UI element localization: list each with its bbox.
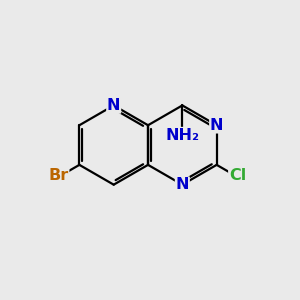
Text: Br: Br xyxy=(48,168,69,183)
Text: N: N xyxy=(176,177,189,192)
Text: N: N xyxy=(210,118,224,133)
Text: NH₂: NH₂ xyxy=(165,128,199,142)
Text: N: N xyxy=(107,98,120,113)
Text: Cl: Cl xyxy=(229,168,246,183)
